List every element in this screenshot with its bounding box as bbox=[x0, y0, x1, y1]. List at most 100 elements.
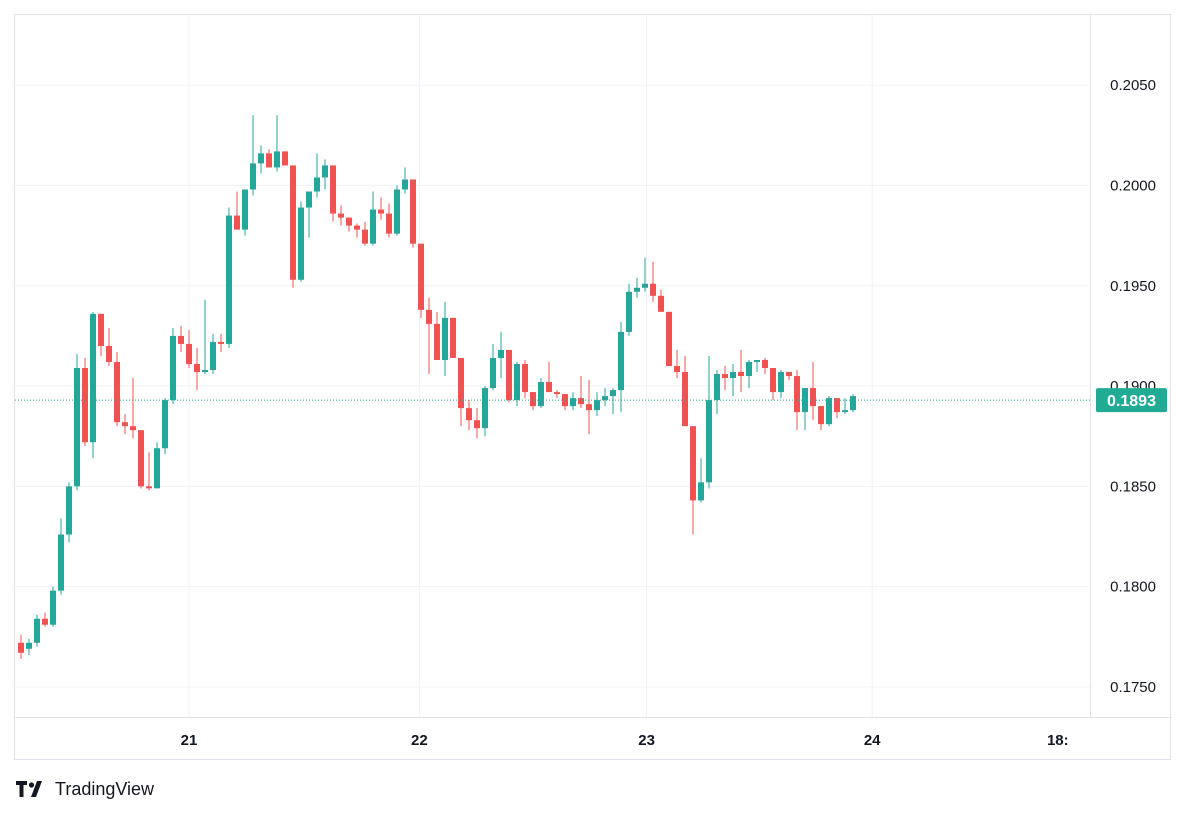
x-tick-label: 18: bbox=[1047, 732, 1069, 749]
candle bbox=[26, 638, 32, 655]
candle bbox=[746, 359, 752, 389]
candle bbox=[370, 191, 376, 246]
candle-body bbox=[786, 372, 792, 377]
candle-body bbox=[434, 323, 440, 360]
candle bbox=[122, 414, 128, 435]
candle-body bbox=[66, 486, 72, 535]
candle-body bbox=[586, 404, 592, 411]
candle bbox=[762, 357, 768, 375]
candle-body bbox=[658, 295, 664, 312]
candle bbox=[594, 392, 600, 417]
candle-body bbox=[202, 370, 208, 373]
candle-body bbox=[418, 243, 424, 310]
candle-body bbox=[794, 376, 800, 413]
candle-body bbox=[18, 642, 24, 653]
candle-body bbox=[634, 287, 640, 292]
candle bbox=[850, 394, 856, 413]
candle bbox=[362, 221, 368, 246]
candle-body bbox=[850, 396, 856, 411]
candle-body bbox=[650, 283, 656, 296]
candle-body bbox=[226, 215, 232, 344]
candle bbox=[842, 398, 848, 415]
candle-body bbox=[298, 207, 304, 280]
candle bbox=[34, 614, 40, 647]
candle-body bbox=[130, 426, 136, 431]
candle bbox=[250, 115, 256, 196]
candle bbox=[498, 331, 504, 379]
candle bbox=[338, 205, 344, 226]
candle bbox=[330, 165, 336, 222]
candle bbox=[298, 201, 304, 282]
candle bbox=[722, 366, 728, 391]
candle bbox=[210, 333, 216, 375]
candle bbox=[42, 612, 48, 627]
candle-body bbox=[346, 217, 352, 226]
candle-body bbox=[698, 482, 704, 501]
y-tick-label: 0.1800 bbox=[1110, 579, 1156, 596]
time-axis[interactable]: 21 22 23 24 18: bbox=[15, 717, 1172, 750]
y-tick-label: 0.1750 bbox=[1110, 679, 1156, 696]
candle-body bbox=[218, 341, 224, 344]
candle-body bbox=[530, 392, 536, 407]
candlestick-chart[interactable]: 0.20500.20000.19500.19000.18500.18000.17… bbox=[15, 15, 1172, 761]
candle bbox=[450, 317, 456, 358]
candle-body bbox=[810, 388, 816, 407]
candle-body bbox=[770, 368, 776, 393]
candle-body bbox=[58, 534, 64, 591]
candle-body bbox=[682, 372, 688, 427]
candle-body bbox=[426, 309, 432, 324]
y-tick-label: 0.2000 bbox=[1110, 177, 1156, 194]
candle bbox=[18, 634, 24, 659]
candle bbox=[354, 223, 360, 238]
brand-name[interactable]: TradingView bbox=[55, 778, 155, 799]
candle-body bbox=[578, 398, 584, 405]
y-tick-label: 0.2050 bbox=[1110, 77, 1156, 94]
candle-body bbox=[450, 317, 456, 358]
candle bbox=[818, 406, 824, 431]
grid-lines bbox=[15, 15, 1090, 717]
candle-body bbox=[754, 359, 760, 362]
candle-body bbox=[554, 392, 560, 395]
candle-body bbox=[442, 317, 448, 360]
candle bbox=[434, 311, 440, 360]
candle bbox=[418, 243, 424, 318]
candle bbox=[754, 359, 760, 373]
chart-frame[interactable]: 0.2050 0.2000 0.1950 0.1900 0.1850 0.1800 0.17… bbox=[14, 14, 1172, 761]
candle bbox=[130, 378, 136, 439]
candle bbox=[578, 376, 584, 409]
candle-body bbox=[610, 390, 616, 397]
candle bbox=[274, 115, 280, 172]
price-axis[interactable]: 0.20500.20000.19500.19000.18500.18000.17… bbox=[1090, 15, 1157, 717]
candle-body bbox=[322, 165, 328, 178]
candle bbox=[202, 299, 208, 375]
candle-body bbox=[570, 398, 576, 407]
candle-body bbox=[234, 215, 240, 230]
candle-body bbox=[778, 372, 784, 393]
candle-body bbox=[714, 374, 720, 401]
candle-body bbox=[250, 163, 256, 190]
candle-body bbox=[258, 153, 264, 164]
candle-body bbox=[546, 382, 552, 393]
candle-body bbox=[762, 359, 768, 369]
candle bbox=[82, 357, 88, 447]
last-price-label: 0.1893 bbox=[1096, 388, 1167, 413]
candle bbox=[410, 179, 416, 248]
tradingview-logo-icon[interactable] bbox=[16, 780, 48, 798]
candle bbox=[770, 368, 776, 401]
candle bbox=[346, 217, 352, 232]
candle-body bbox=[386, 213, 392, 234]
candle bbox=[826, 396, 832, 427]
candle bbox=[322, 159, 328, 190]
candle-body bbox=[602, 396, 608, 401]
candle bbox=[442, 301, 448, 377]
candle bbox=[602, 388, 608, 407]
candle-body bbox=[738, 372, 744, 377]
candle bbox=[466, 400, 472, 431]
candle-body bbox=[90, 313, 96, 443]
candle-body bbox=[306, 191, 312, 208]
candle-body bbox=[50, 590, 56, 625]
candle-body bbox=[266, 153, 272, 168]
candle-body bbox=[122, 422, 128, 427]
candle-body bbox=[466, 408, 472, 421]
candle-body bbox=[674, 366, 680, 373]
